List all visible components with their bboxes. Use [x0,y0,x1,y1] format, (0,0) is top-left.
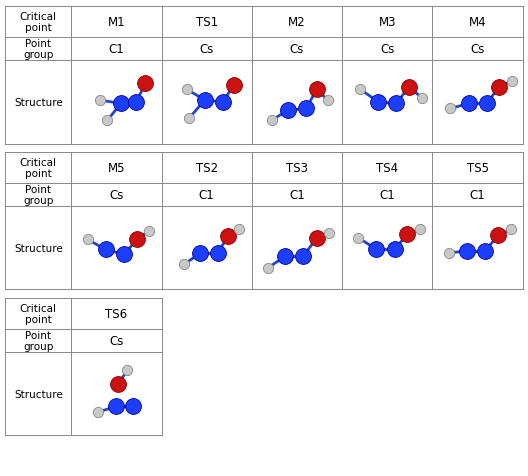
Point [302,106,310,113]
Text: Cs: Cs [109,334,124,347]
Point [284,107,292,115]
Text: C1: C1 [199,188,214,202]
Text: TS1: TS1 [196,16,218,29]
Point [123,367,131,375]
Text: C1: C1 [380,188,395,202]
Text: Cs: Cs [200,43,214,56]
Point [446,106,455,113]
Text: Critical
point: Critical point [20,303,57,325]
Point [213,249,222,257]
Point [96,97,105,105]
Text: Cs: Cs [109,188,124,202]
Point [495,84,504,91]
Text: TS2: TS2 [196,162,218,175]
Point [299,253,307,260]
Point [112,403,120,410]
Text: M3: M3 [379,16,396,29]
Text: C1: C1 [470,188,485,202]
Point [507,226,515,234]
Point [83,236,92,244]
Text: TS6: TS6 [106,307,127,320]
Point [324,97,332,105]
Text: C1: C1 [289,188,305,202]
Text: M2: M2 [288,16,306,29]
Point [480,248,489,256]
Point [128,403,137,410]
Point [219,99,227,107]
Point [507,78,516,86]
Point [374,99,382,107]
Point [464,100,473,108]
Point [230,82,238,90]
Point [390,246,399,254]
Point [324,229,333,237]
Point [356,86,364,94]
Point [224,233,233,240]
Point [101,246,110,254]
Point [145,228,153,236]
Text: M1: M1 [108,16,125,29]
Point [354,235,363,242]
Point [313,235,321,242]
Point [133,236,142,244]
Point [183,86,191,94]
Text: M4: M4 [469,16,486,29]
Point [483,100,491,108]
Point [405,84,413,91]
Point [494,232,503,239]
Text: Structure: Structure [14,243,63,253]
Point [94,408,102,416]
Text: Point
group: Point group [23,39,53,60]
Point [445,249,453,257]
Point [180,261,188,269]
Text: TS4: TS4 [376,162,398,175]
Text: Structure: Structure [14,98,63,108]
Point [132,99,140,107]
Point [264,265,272,272]
Point [416,226,424,234]
Point [117,100,125,108]
Point [417,95,426,102]
Text: TS5: TS5 [467,162,488,175]
Text: Critical
point: Critical point [20,158,57,179]
Point [463,248,471,256]
Point [281,253,289,260]
Point [201,97,209,105]
Point [119,251,128,259]
Point [392,100,401,108]
Point [103,117,111,125]
Text: Cs: Cs [290,43,304,56]
Point [114,380,122,388]
Text: TS3: TS3 [286,162,308,175]
Text: Structure: Structure [14,389,63,399]
Text: Cs: Cs [470,43,485,56]
Point [184,116,193,123]
Point [141,80,149,88]
Point [403,231,411,239]
Text: Cs: Cs [380,43,394,56]
Point [235,226,243,234]
Text: Critical
point: Critical point [20,12,57,33]
Point [268,117,276,125]
Point [372,246,381,254]
Point [313,86,321,94]
Text: Point
group: Point group [23,184,53,206]
Text: C1: C1 [109,43,124,56]
Text: Point
group: Point group [23,330,53,352]
Text: M5: M5 [108,162,125,175]
Point [196,249,205,257]
